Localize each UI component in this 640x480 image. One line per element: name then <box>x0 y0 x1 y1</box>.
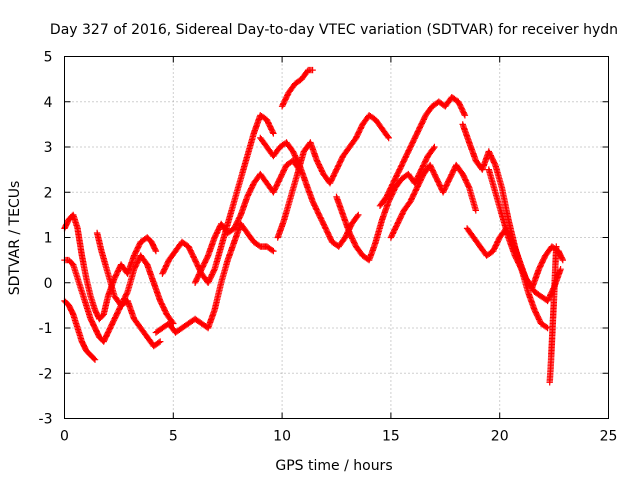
series-marks <box>387 161 479 241</box>
y-tick-label: 4 <box>44 95 53 111</box>
tick-labels: 0 5 10 15 20 25 -3 -2 -1 0 1 2 3 4 5 <box>39 50 618 445</box>
series-track-17 <box>546 243 560 386</box>
y-tick-label: -1 <box>39 321 53 337</box>
series-track-1 <box>61 211 160 323</box>
series-marks <box>274 112 392 241</box>
y-tick-label: -3 <box>39 412 53 428</box>
series-marks <box>376 94 469 209</box>
x-axis-label: GPS time / hours <box>275 458 392 474</box>
series-track-8 <box>274 112 392 241</box>
series-track-12 <box>376 94 469 209</box>
x-tick-label: 10 <box>273 429 291 445</box>
series-marks <box>191 157 303 286</box>
series-track-7 <box>191 157 303 286</box>
series-marks <box>152 220 277 336</box>
chart-title: Day 327 of 2016, Sidereal Day-to-day VTE… <box>50 22 618 38</box>
y-axis-label: SDTVAR / TECUs <box>7 181 23 296</box>
y-tick-label: -2 <box>39 366 53 382</box>
series-track-9 <box>278 66 316 110</box>
series-marks <box>159 112 277 286</box>
series-track-4 <box>93 229 177 327</box>
series-marks <box>61 211 160 323</box>
y-tick-label: 2 <box>44 185 53 201</box>
y-tick-label: 1 <box>44 231 53 247</box>
series-track-5 <box>159 112 277 286</box>
x-tick-label: 0 <box>60 429 69 445</box>
series-track-11 <box>333 143 438 264</box>
series-marks <box>278 66 316 110</box>
y-tick-label: 0 <box>44 276 53 292</box>
x-tick-label: 25 <box>600 429 618 445</box>
series-marks <box>93 229 177 327</box>
x-tick-label: 15 <box>382 429 400 445</box>
y-tick-label: 5 <box>44 50 53 66</box>
series-track-13 <box>387 161 479 241</box>
data-points <box>61 66 566 386</box>
series-marks <box>333 143 438 264</box>
series-track-6 <box>152 220 277 336</box>
series-marks <box>546 243 560 386</box>
axis-ticks <box>64 56 609 419</box>
y-tick-label: 3 <box>44 140 53 156</box>
x-tick-label: 20 <box>491 429 509 445</box>
x-tick-label: 5 <box>169 429 178 445</box>
